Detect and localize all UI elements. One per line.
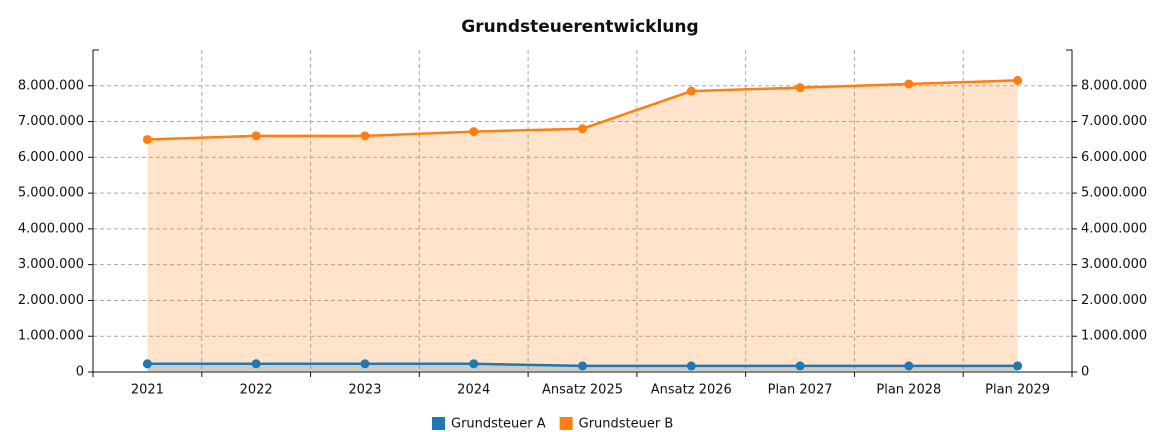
- x-tick-label: Plan 2027: [768, 383, 833, 398]
- data-point: [360, 359, 370, 369]
- y-tick-label: 5.000.000: [18, 186, 84, 201]
- data-point: [795, 361, 805, 371]
- data-point: [904, 361, 914, 371]
- x-tick-label: 2021: [131, 383, 164, 398]
- y2-tick-label: 7.000.000: [1081, 114, 1147, 129]
- data-point: [360, 131, 370, 141]
- y2-tick-label: 1.000.000: [1081, 329, 1147, 344]
- x-tick-label: Plan 2028: [876, 383, 941, 398]
- data-point: [578, 124, 587, 134]
- x-tick-label: 2023: [348, 383, 381, 398]
- legend-swatch: [559, 417, 573, 430]
- data-point: [251, 131, 261, 141]
- legend-swatch: [432, 417, 445, 430]
- data-point: [795, 83, 805, 93]
- y2-tick-label: 2.000.000: [1081, 293, 1147, 308]
- data-point: [686, 361, 696, 371]
- y2-tick-label: 6.000.000: [1081, 150, 1147, 165]
- y-tick-label: 2.000.000: [18, 293, 84, 308]
- y2-tick-label: 4.000.000: [1081, 221, 1147, 236]
- x-tick-label: 2022: [240, 383, 273, 398]
- data-point: [1013, 75, 1023, 85]
- y-tick-label: 1.000.000: [18, 329, 84, 344]
- data-point: [251, 359, 261, 369]
- data-point: [578, 361, 587, 371]
- data-point: [904, 79, 914, 89]
- x-tick-label: Ansatz 2026: [651, 383, 732, 398]
- data-point: [142, 359, 152, 369]
- y2-tick-label: 3.000.000: [1081, 257, 1147, 272]
- y-tick-label: 7.000.000: [18, 114, 84, 129]
- data-point: [1013, 361, 1023, 371]
- data-point: [142, 134, 152, 144]
- x-tick-label: Plan 2029: [985, 383, 1050, 398]
- y2-tick-label: 8.000.000: [1081, 78, 1147, 93]
- legend-label: Grundsteuer A: [451, 417, 546, 432]
- y2-tick-label: 0: [1081, 365, 1089, 380]
- y2-tick-label: 5.000.000: [1081, 186, 1147, 201]
- data-point: [469, 359, 479, 369]
- y-tick-label: 0: [76, 365, 84, 380]
- chart-title: Grundsteuerentwicklung: [461, 17, 698, 37]
- y-tick-label: 4.000.000: [18, 221, 84, 236]
- y-tick-label: 3.000.000: [18, 257, 84, 272]
- y-tick-label: 6.000.000: [18, 150, 84, 165]
- y-tick-label: 8.000.000: [18, 78, 84, 93]
- data-point: [469, 127, 479, 137]
- x-tick-label: Ansatz 2025: [542, 383, 623, 398]
- x-tick-label: 2024: [457, 383, 490, 398]
- legend-label: Grundsteuer B: [579, 417, 674, 432]
- area-fill: [147, 80, 1018, 373]
- data-point: [686, 86, 696, 96]
